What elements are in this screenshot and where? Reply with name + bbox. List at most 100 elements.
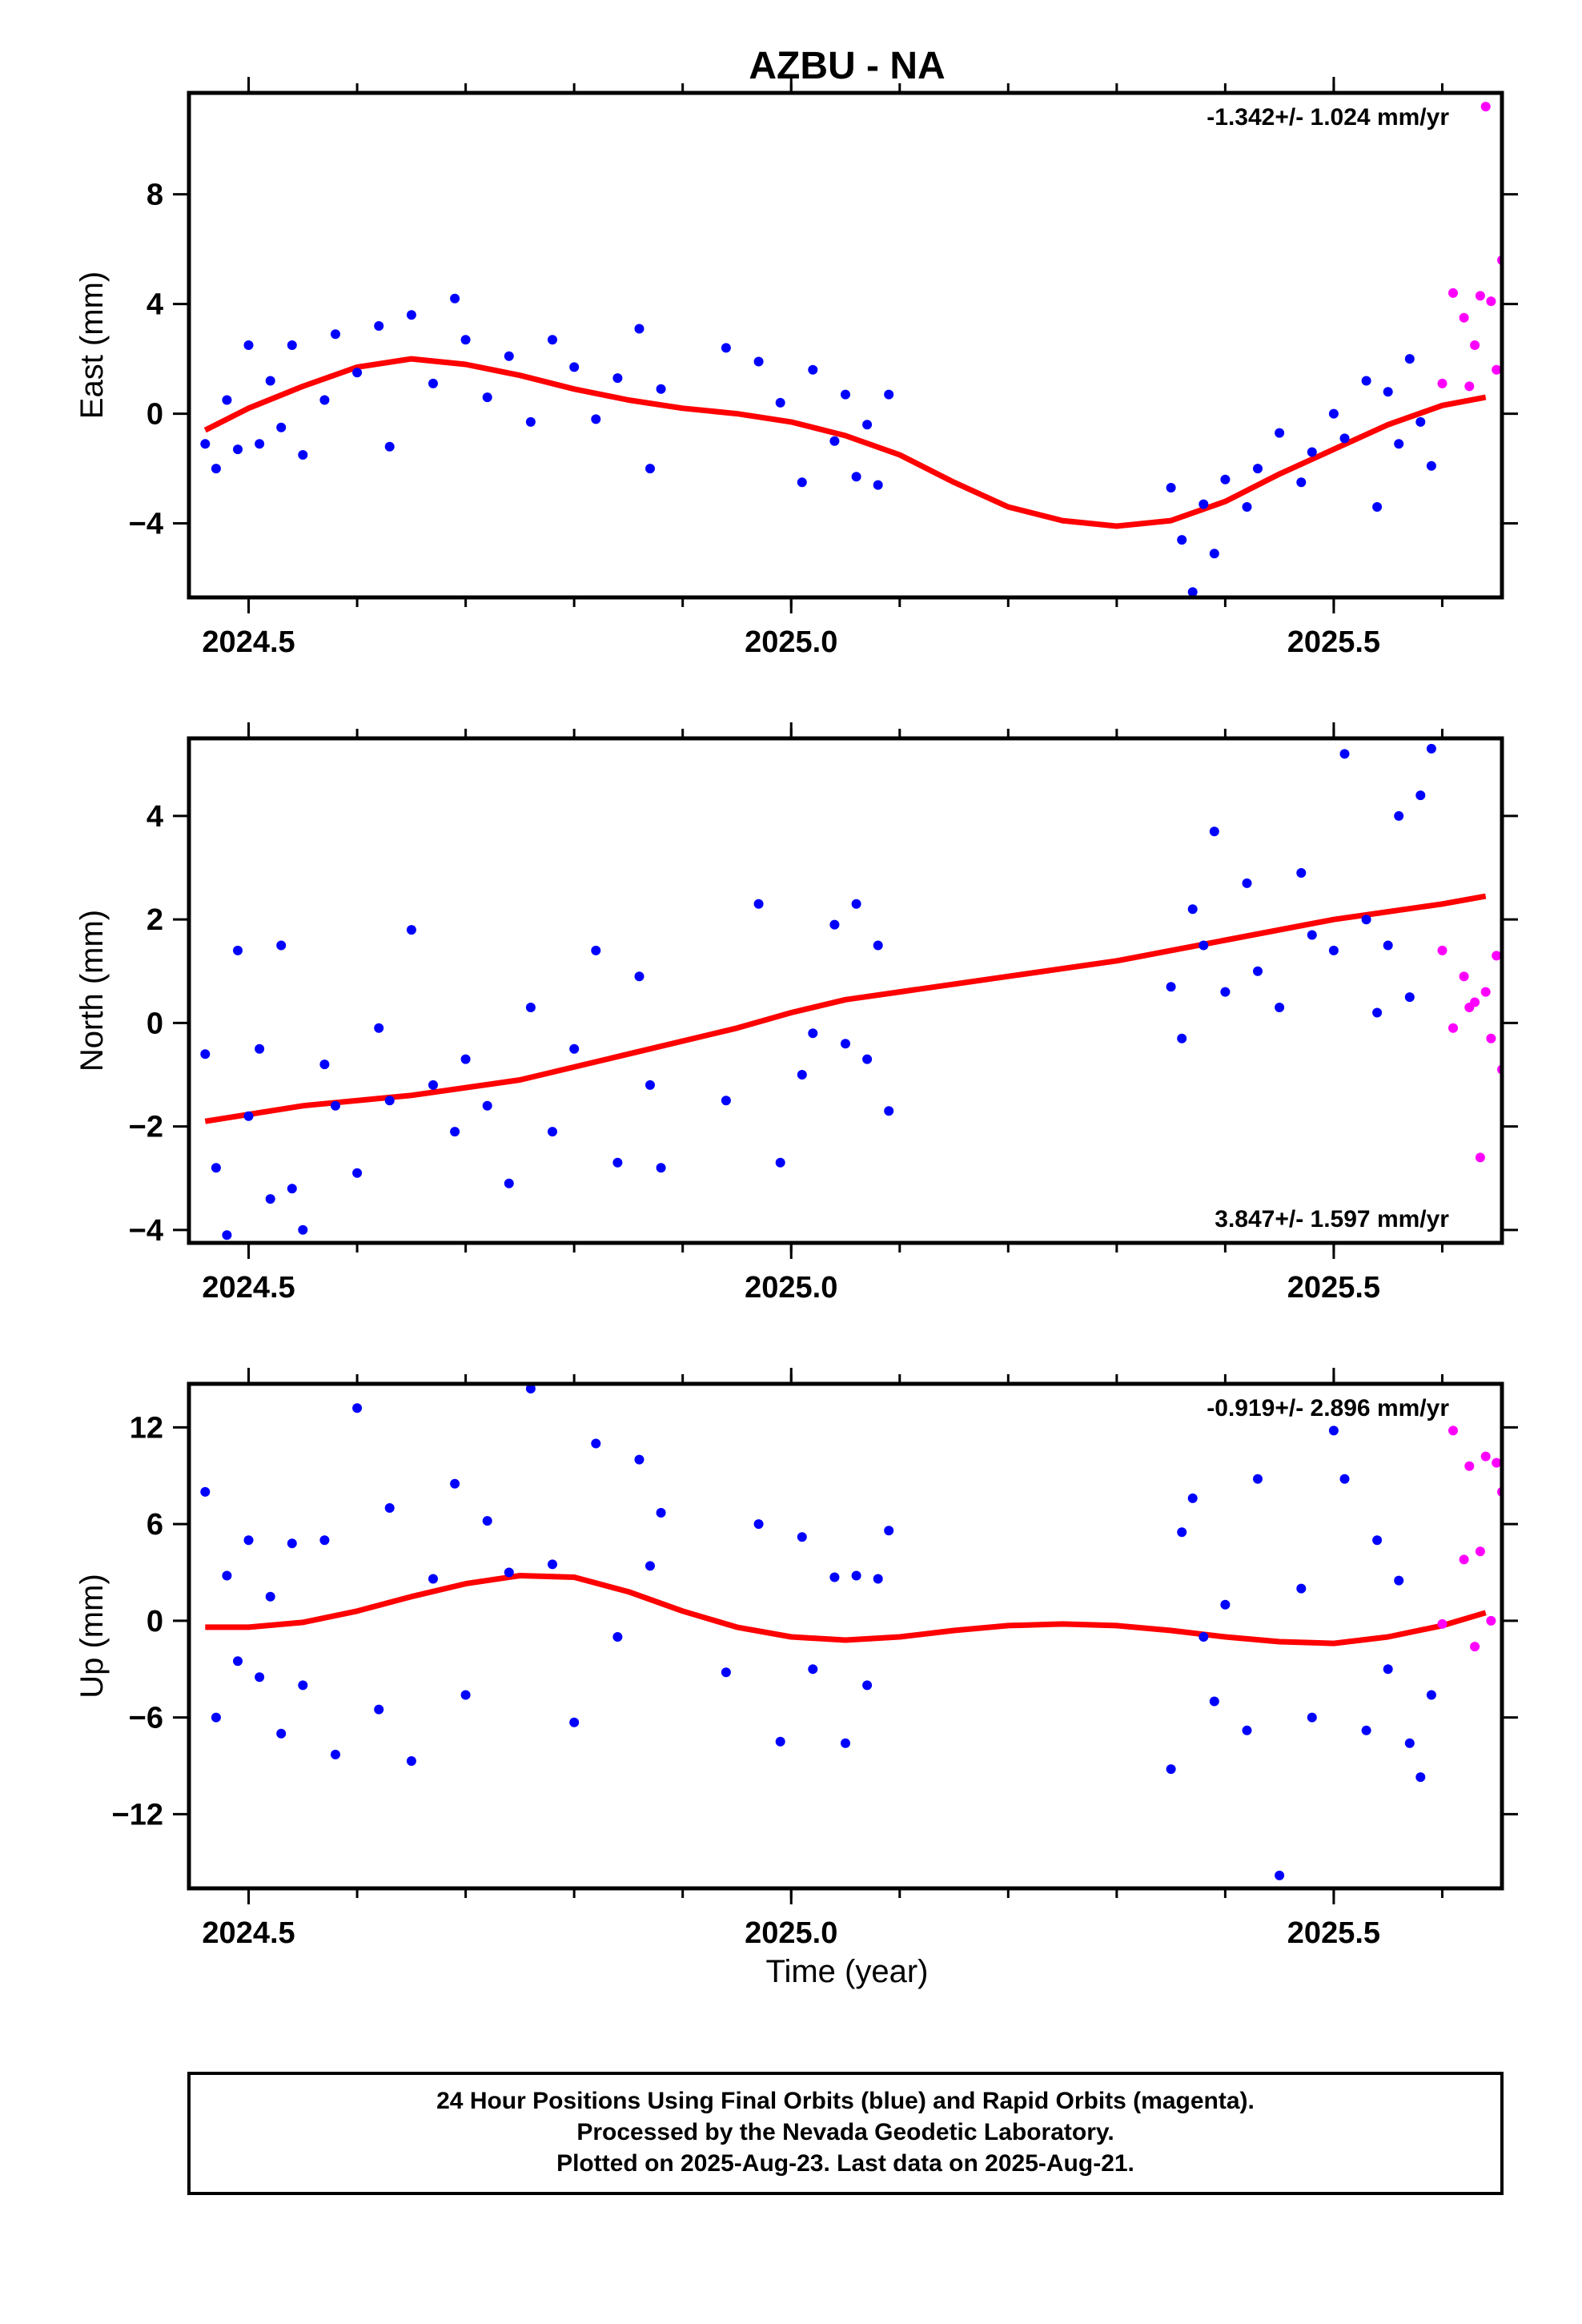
final-orbit-point [1404,354,1415,364]
final-orbit-point [298,450,308,460]
rapid-orbits-series [1437,102,1502,392]
final-orbit-point [656,1508,666,1518]
y-tick-label: 0 [147,398,163,432]
final-orbit-point [1275,428,1285,438]
panel-east: 2024.5 2025.0 2025.5 −4 0 4 8 East (mm) -1.342+/… [74,77,1518,659]
final-orbit-point [721,1667,731,1678]
x-tick-label: 2025.0 [745,1916,837,1950]
rapid-orbit-point [1486,1615,1496,1626]
final-orbit-point [1339,1474,1350,1484]
final-orbits-series [200,743,1436,1240]
final-orbit-point [775,397,785,408]
rapid-orbit-point [1448,287,1458,298]
final-orbit-point [548,1127,557,1137]
final-orbit-point [352,1168,363,1178]
final-orbit-point [591,945,601,955]
final-orbit-point [884,1106,894,1116]
final-orbit-point [243,1535,254,1546]
velocity-rate-label: 3.847+/- 1.597 mm/yr [1215,1206,1449,1232]
plot-area [200,1384,1502,1880]
final-orbit-point [504,1567,514,1578]
panel-north: 2024.5 2025.0 2025.5 −4 −2 0 2 4 North (mm) 3.847… [74,722,1518,1305]
final-orbit-point [450,293,460,304]
final-orbit-point [1253,464,1263,474]
final-orbit-point [384,441,395,452]
y-tick-label: 12 [130,1411,163,1445]
final-orbit-point [1415,416,1426,427]
final-orbit-point [841,389,850,400]
y-tick-label: −4 [129,508,163,541]
final-orbit-point [829,436,840,446]
rapid-orbit-point [1448,1425,1458,1436]
final-orbit-point [634,324,644,334]
x-tick-label: 2024.5 [202,625,295,659]
final-orbit-point [862,420,873,430]
final-orbit-point [569,1717,580,1727]
final-orbit-point [233,945,243,955]
final-orbit-point [612,1157,623,1168]
final-orbit-point [808,1664,818,1675]
final-orbit-point [873,940,883,951]
final-orbit-point [1328,408,1339,419]
final-orbit-point [298,1680,308,1691]
final-orbit-point [656,1163,666,1173]
final-orbit-point [319,395,330,405]
final-orbits-series [200,293,1436,597]
final-orbit-point [1199,1632,1209,1642]
plot-area [200,743,1502,1240]
rapid-orbit-point [1459,312,1469,323]
rapid-orbit-point [1459,1554,1469,1565]
final-orbit-point [753,356,764,367]
rapid-orbit-point [1475,291,1485,301]
final-orbit-point [406,925,416,935]
final-orbit-point [1242,878,1252,888]
final-orbit-point [808,1028,818,1039]
final-orbit-point [1187,904,1198,915]
final-orbit-point [1209,826,1219,837]
final-orbit-point [428,1574,438,1584]
final-orbit-point [1372,1007,1383,1018]
final-orbit-point [384,1096,395,1106]
final-orbit-point [862,1054,873,1064]
final-orbit-point [243,1111,254,1121]
y-tick-label: 0 [147,1605,163,1638]
final-orbit-point [287,340,297,350]
final-orbit-point [504,351,514,361]
final-orbit-point [276,940,287,951]
rapid-orbits-series [1437,1425,1502,1652]
footer-frame [187,2072,1504,2195]
x-tick-label: 2025.5 [1287,1916,1380,1950]
final-orbit-point [862,1680,873,1691]
final-orbit-point [753,1519,764,1530]
plot-frame [187,1381,1504,1891]
final-orbit-point [1394,810,1404,821]
final-orbit-point [200,1486,211,1497]
final-orbit-point [233,1656,243,1667]
final-orbit-point [634,1454,644,1465]
final-orbit-point [211,1163,221,1173]
rapid-orbit-point [1437,945,1447,955]
final-orbit-point [612,373,623,384]
final-orbit-point [482,392,492,403]
final-orbit-point [1426,743,1436,754]
final-orbit-point [645,1080,655,1090]
final-orbit-point [884,1526,894,1536]
final-orbit-point [1361,1725,1371,1735]
final-orbit-point [406,310,416,320]
final-orbit-point [1372,1535,1383,1546]
rapid-orbits-series [1437,945,1502,1163]
footer-line-3: Plotted on 2025-Aug-23. Last data on 202… [556,2150,1134,2177]
final-orbit-point [200,439,211,449]
final-orbit-point [1177,1527,1187,1538]
final-orbit-point [1220,987,1231,997]
final-orbit-point [1426,460,1436,471]
chart-panels: 2024.5 2025.0 2025.5 −4 0 4 8 East (mm) -1.342+/… [74,77,1518,1950]
final-orbit-point [775,1157,785,1168]
footer-line-1: 24 Hour Positions Using Final Orbits (bl… [436,2088,1255,2114]
final-orbit-point [276,422,287,432]
rapid-orbit-point [1492,1458,1502,1468]
final-orbit-point [1177,535,1187,545]
plot-area [200,102,1502,597]
